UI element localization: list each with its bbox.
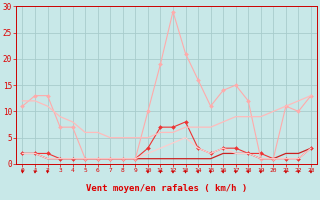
X-axis label: Vent moyen/en rafales ( km/h ): Vent moyen/en rafales ( km/h ) [86, 184, 247, 193]
